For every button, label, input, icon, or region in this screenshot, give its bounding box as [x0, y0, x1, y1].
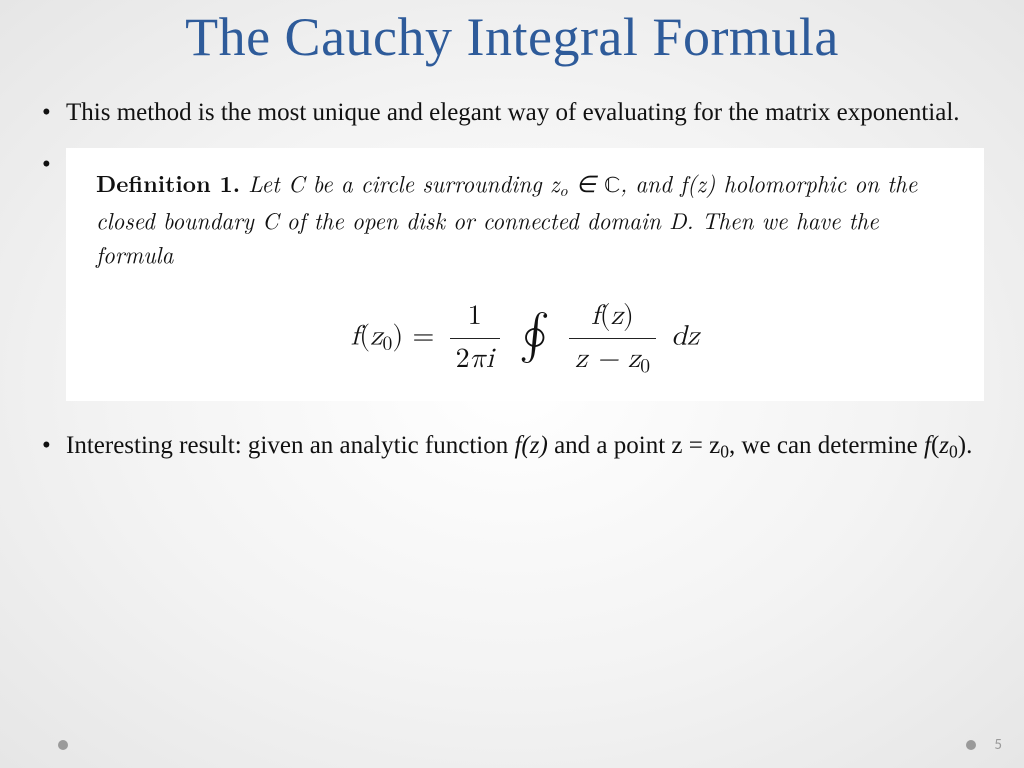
b2-end: .	[966, 432, 972, 459]
lhs-f: f	[351, 322, 360, 350]
frac1-den: 2πi	[450, 339, 500, 379]
definition-body-a: Let C be a circle surrounding z	[240, 166, 559, 199]
bullet-list: This method is the most unique and elega…	[40, 96, 984, 464]
fraction-2: f(z) z − z0	[569, 298, 656, 379]
slide: The Cauchy Integral Formula This method …	[0, 0, 1024, 768]
lhs-open: (	[359, 322, 370, 350]
b2-fz: f(z)	[514, 432, 547, 459]
slide-title: The Cauchy Integral Formula	[40, 0, 984, 68]
cauchy-formula: f(z0) = 1 2πi ∮ f(z) z − z0 dz	[96, 298, 954, 379]
definition-sub-o: o	[559, 178, 567, 201]
definition-complex-C: ℂ	[604, 175, 620, 198]
frac2-den-sub: 0	[640, 356, 650, 376]
bullet-1-text: This method is the most unique and elega…	[66, 99, 960, 126]
b2-mid2: , we can determine	[729, 432, 924, 459]
b2-pre: Interesting result: given an analytic fu…	[66, 432, 514, 459]
definition-in: ∈	[568, 166, 605, 199]
definition-text: Definition 1. Let C be a circle surround…	[96, 166, 954, 270]
frac2-den: z − z0	[569, 339, 656, 379]
frac1-num: 1	[450, 298, 500, 339]
b2-eq: z = z	[671, 432, 720, 459]
bullet-1: This method is the most unique and elega…	[40, 96, 984, 130]
contour-integral-icon: ∮	[519, 304, 550, 366]
formula-dz: dz	[671, 322, 699, 350]
lhs-z: z	[370, 322, 382, 350]
b2-fz0-z: z	[939, 432, 949, 459]
decoration-dot-left-icon	[58, 740, 68, 750]
frac2-num: f(z)	[569, 298, 656, 339]
slide-body: This method is the most unique and elega…	[40, 96, 984, 464]
bullet-2: Interesting result: given an analytic fu…	[40, 429, 984, 464]
frac2-den-a: z − z	[575, 345, 640, 373]
definition-box: Definition 1. Let C be a circle surround…	[66, 148, 984, 401]
definition-wrapper: Definition 1. Let C be a circle surround…	[40, 148, 984, 401]
lhs-close-eq: ) =	[392, 322, 443, 350]
b2-fz0-close: )	[958, 432, 966, 459]
b2-fz0-f: f	[924, 432, 931, 459]
b2-mid: and a point	[548, 432, 672, 459]
page-number: 5	[994, 736, 1002, 754]
decoration-dot-right-icon	[966, 740, 976, 750]
b2-sub0a: 0	[720, 441, 729, 461]
b2-fz0-sub: 0	[949, 441, 958, 461]
fraction-1: 1 2πi	[450, 298, 500, 379]
lhs-sub0: 0	[383, 333, 393, 353]
definition-label: Definition 1.	[96, 166, 240, 199]
